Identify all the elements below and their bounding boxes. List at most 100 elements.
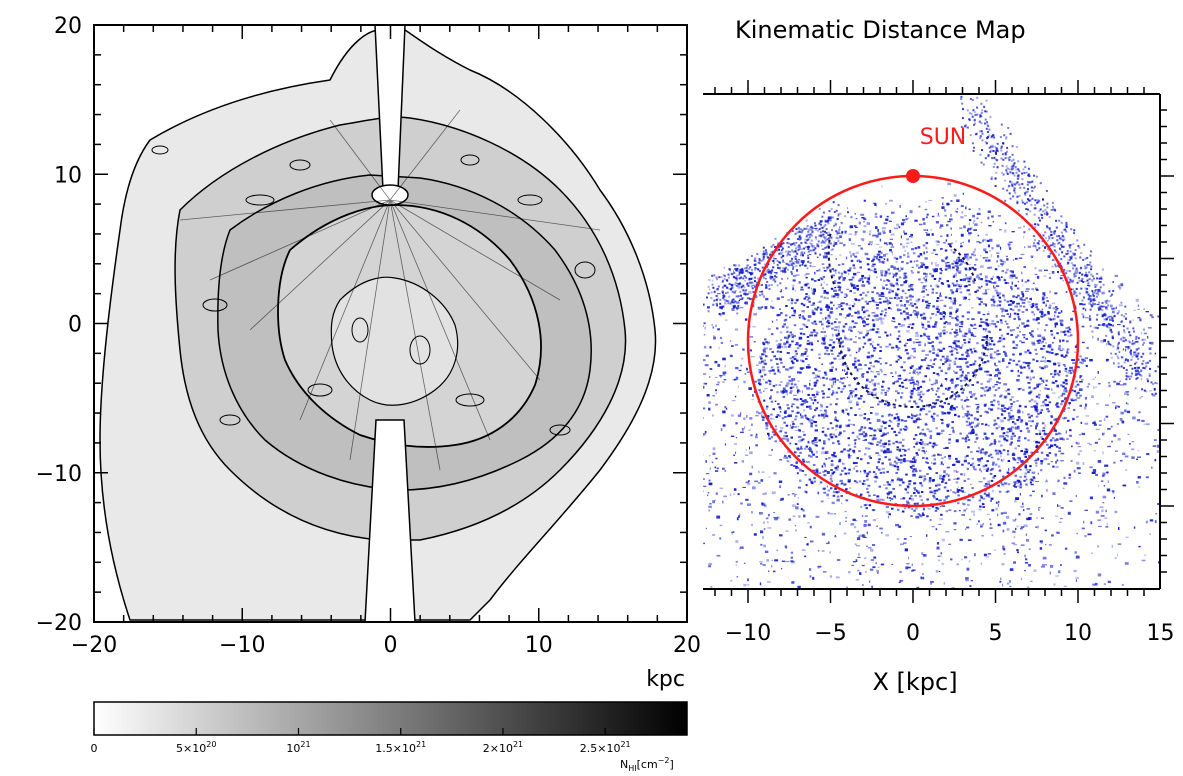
distance-point — [933, 382, 936, 385]
distance-point — [814, 439, 817, 441]
distance-point — [778, 406, 781, 409]
distance-point — [1004, 222, 1007, 225]
distance-point — [1140, 369, 1143, 373]
distance-point — [852, 253, 855, 256]
distance-point — [983, 492, 987, 495]
distance-point — [857, 556, 861, 558]
distance-point — [888, 301, 892, 304]
distance-point — [1010, 405, 1013, 407]
distance-point — [1041, 340, 1044, 343]
distance-point — [903, 344, 907, 347]
distance-point — [1137, 450, 1140, 452]
distance-point — [967, 227, 972, 231]
distance-point — [922, 408, 925, 411]
distance-point — [1056, 531, 1060, 534]
distance-point — [959, 365, 962, 368]
distance-point — [951, 381, 954, 384]
distance-point — [867, 339, 870, 342]
distance-point — [1054, 353, 1058, 356]
distance-point — [814, 471, 819, 473]
distance-point — [1007, 428, 1010, 431]
distance-point — [783, 435, 786, 437]
distance-point — [805, 491, 808, 494]
distance-point — [873, 265, 875, 268]
distance-point — [840, 275, 843, 278]
distance-point — [847, 480, 851, 483]
distance-point — [948, 306, 953, 310]
distance-point — [986, 240, 990, 242]
distance-point — [1029, 304, 1032, 306]
distance-point — [981, 339, 984, 341]
distance-point — [1025, 290, 1029, 292]
distance-point — [1057, 364, 1061, 367]
distance-point — [1060, 564, 1062, 567]
distance-point — [1120, 337, 1123, 341]
distance-point — [802, 438, 805, 441]
distance-point — [840, 222, 843, 224]
distance-point — [887, 440, 891, 443]
distance-point — [1013, 422, 1017, 425]
distance-point — [732, 378, 735, 381]
distance-point — [935, 270, 938, 273]
distance-point — [936, 244, 940, 246]
distance-point — [1064, 367, 1068, 370]
distance-point — [1018, 226, 1022, 229]
distance-point — [699, 501, 702, 502]
distance-point — [688, 439, 692, 440]
distance-point — [1129, 351, 1132, 353]
distance-point — [1024, 570, 1026, 572]
distance-point — [1152, 445, 1157, 447]
distance-point — [961, 370, 964, 374]
distance-point — [789, 457, 792, 459]
distance-point — [854, 442, 857, 445]
distance-point — [989, 238, 993, 242]
distance-point — [738, 515, 740, 518]
distance-point — [1039, 390, 1041, 392]
distance-point — [885, 345, 889, 348]
distance-point — [1062, 417, 1065, 420]
distance-point — [911, 497, 915, 501]
distance-point — [1056, 405, 1059, 408]
distance-point — [929, 434, 932, 438]
distance-point — [879, 527, 883, 530]
distance-point — [935, 506, 938, 509]
distance-point — [1003, 548, 1006, 551]
distance-point — [694, 371, 698, 373]
distance-point — [995, 507, 998, 511]
distance-point — [857, 316, 860, 319]
distance-point — [796, 467, 800, 469]
distance-point — [738, 548, 741, 550]
distance-point — [905, 307, 908, 310]
distance-point — [829, 551, 831, 554]
distance-point — [923, 478, 927, 481]
distance-point — [994, 374, 997, 377]
distance-point — [985, 289, 987, 292]
distance-point — [996, 294, 1000, 297]
distance-point — [946, 331, 948, 334]
distance-point — [928, 487, 932, 489]
distance-point — [809, 397, 812, 399]
distance-point — [1007, 412, 1011, 415]
distance-point — [1089, 443, 1092, 446]
distance-point — [1029, 512, 1033, 516]
distance-point — [938, 277, 942, 280]
distance-point — [1008, 245, 1011, 248]
distance-point — [820, 331, 824, 333]
distance-point — [935, 353, 939, 357]
distance-point — [808, 366, 812, 369]
distance-point — [913, 492, 916, 494]
distance-point — [755, 415, 759, 417]
distance-point — [939, 226, 942, 229]
distance-point — [844, 511, 847, 513]
distance-point — [989, 250, 991, 252]
distance-point — [983, 361, 987, 364]
distance-point — [813, 320, 817, 323]
distance-point — [883, 242, 888, 245]
distance-point — [697, 377, 701, 379]
distance-point — [904, 249, 906, 252]
distance-point — [858, 535, 861, 538]
distance-point — [876, 525, 878, 527]
distance-point — [911, 570, 914, 572]
distance-point — [979, 318, 983, 321]
distance-point — [896, 308, 900, 312]
